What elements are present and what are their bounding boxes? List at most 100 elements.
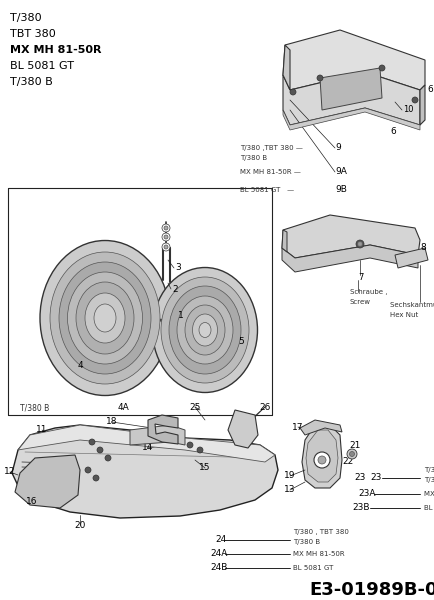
Ellipse shape <box>161 277 249 383</box>
Ellipse shape <box>177 296 233 364</box>
Polygon shape <box>18 425 275 462</box>
Text: 4A: 4A <box>118 403 130 412</box>
Circle shape <box>97 447 103 453</box>
Text: 15: 15 <box>199 463 211 473</box>
Polygon shape <box>282 245 418 272</box>
Text: 24B: 24B <box>210 563 227 572</box>
Circle shape <box>85 467 91 473</box>
Text: T/380: T/380 <box>10 13 42 23</box>
Circle shape <box>105 455 111 461</box>
Text: 23: 23 <box>354 473 366 482</box>
Polygon shape <box>282 230 287 252</box>
Text: MX MH 81-50R: MX MH 81-50R <box>424 491 434 497</box>
Text: MX MH 81-50R —: MX MH 81-50R — <box>240 169 301 175</box>
Text: 23A: 23A <box>358 490 375 499</box>
Circle shape <box>162 233 170 241</box>
Circle shape <box>164 245 168 249</box>
Text: 10: 10 <box>403 106 414 115</box>
Circle shape <box>93 475 99 481</box>
Circle shape <box>349 451 355 457</box>
Polygon shape <box>320 68 382 110</box>
Circle shape <box>317 75 323 81</box>
Text: MX MH 81-50R: MX MH 81-50R <box>10 45 102 55</box>
Circle shape <box>89 439 95 445</box>
Text: 23B: 23B <box>352 503 369 512</box>
Ellipse shape <box>152 268 257 392</box>
Text: 2: 2 <box>172 284 178 293</box>
Text: T/380 B: T/380 B <box>10 77 53 87</box>
Ellipse shape <box>193 314 217 346</box>
Text: T/380 B: T/380 B <box>293 539 320 545</box>
Text: 16: 16 <box>26 497 38 506</box>
Text: BL 5081 GT: BL 5081 GT <box>424 505 434 511</box>
Polygon shape <box>283 45 290 90</box>
Ellipse shape <box>85 293 125 343</box>
Text: T/380 ,TBT 380 —: T/380 ,TBT 380 — <box>240 145 303 151</box>
Circle shape <box>347 449 357 459</box>
Text: 13: 13 <box>284 485 296 494</box>
Text: Schraube ,: Schraube , <box>350 289 388 295</box>
Circle shape <box>162 224 170 232</box>
Text: 6: 6 <box>427 85 433 94</box>
Ellipse shape <box>169 286 241 374</box>
Text: Screw: Screw <box>350 299 371 305</box>
Ellipse shape <box>76 282 134 354</box>
Text: 11: 11 <box>36 425 48 434</box>
Text: 6: 6 <box>390 127 396 136</box>
Text: 26: 26 <box>259 403 271 412</box>
Text: 3: 3 <box>175 263 181 272</box>
Polygon shape <box>283 72 420 125</box>
Text: 1: 1 <box>178 311 184 320</box>
Polygon shape <box>283 108 420 130</box>
Text: 9A: 9A <box>335 167 347 176</box>
Text: 7: 7 <box>358 274 363 283</box>
Circle shape <box>164 235 168 239</box>
Circle shape <box>162 243 170 251</box>
Text: T/380 B: T/380 B <box>424 477 434 483</box>
Text: 9B: 9B <box>335 185 347 194</box>
Ellipse shape <box>40 241 170 395</box>
Ellipse shape <box>59 262 151 374</box>
Ellipse shape <box>199 323 211 337</box>
Text: 5: 5 <box>238 337 244 346</box>
Text: 12: 12 <box>4 467 16 476</box>
Text: 20: 20 <box>74 520 85 529</box>
Text: 22: 22 <box>342 457 354 467</box>
Text: E3-01989B-01: E3-01989B-01 <box>309 581 434 599</box>
Text: MX MH 81-50R: MX MH 81-50R <box>293 551 345 557</box>
Circle shape <box>164 226 168 230</box>
Circle shape <box>290 89 296 95</box>
Polygon shape <box>395 248 428 268</box>
Ellipse shape <box>94 304 116 332</box>
Circle shape <box>197 447 203 453</box>
Text: BL 5081 GT: BL 5081 GT <box>293 565 333 571</box>
Text: TBT 380: TBT 380 <box>10 29 56 39</box>
Text: 9: 9 <box>335 143 341 152</box>
Text: 24: 24 <box>215 535 226 545</box>
Polygon shape <box>148 415 178 444</box>
Text: 19: 19 <box>284 472 296 481</box>
Text: Hex Nut: Hex Nut <box>390 312 418 318</box>
Text: T/380 B: T/380 B <box>240 155 267 161</box>
Text: 18: 18 <box>106 418 118 427</box>
Polygon shape <box>420 85 425 125</box>
Polygon shape <box>282 215 420 258</box>
Text: 25: 25 <box>189 403 201 412</box>
Polygon shape <box>228 410 258 448</box>
Polygon shape <box>302 425 342 488</box>
Text: 14: 14 <box>142 443 154 452</box>
Circle shape <box>379 65 385 71</box>
Text: BL 5081 GT: BL 5081 GT <box>10 61 74 71</box>
Ellipse shape <box>68 272 142 364</box>
Polygon shape <box>130 425 185 445</box>
Text: T/380 B: T/380 B <box>20 403 49 413</box>
Polygon shape <box>12 425 278 518</box>
Text: Sechskantmutter ,: Sechskantmutter , <box>390 302 434 308</box>
Text: 24A: 24A <box>210 550 227 559</box>
Polygon shape <box>300 420 342 435</box>
Polygon shape <box>15 455 80 508</box>
Text: 8: 8 <box>420 244 426 253</box>
Ellipse shape <box>185 305 225 355</box>
Text: 23: 23 <box>370 473 381 482</box>
Circle shape <box>358 242 362 246</box>
